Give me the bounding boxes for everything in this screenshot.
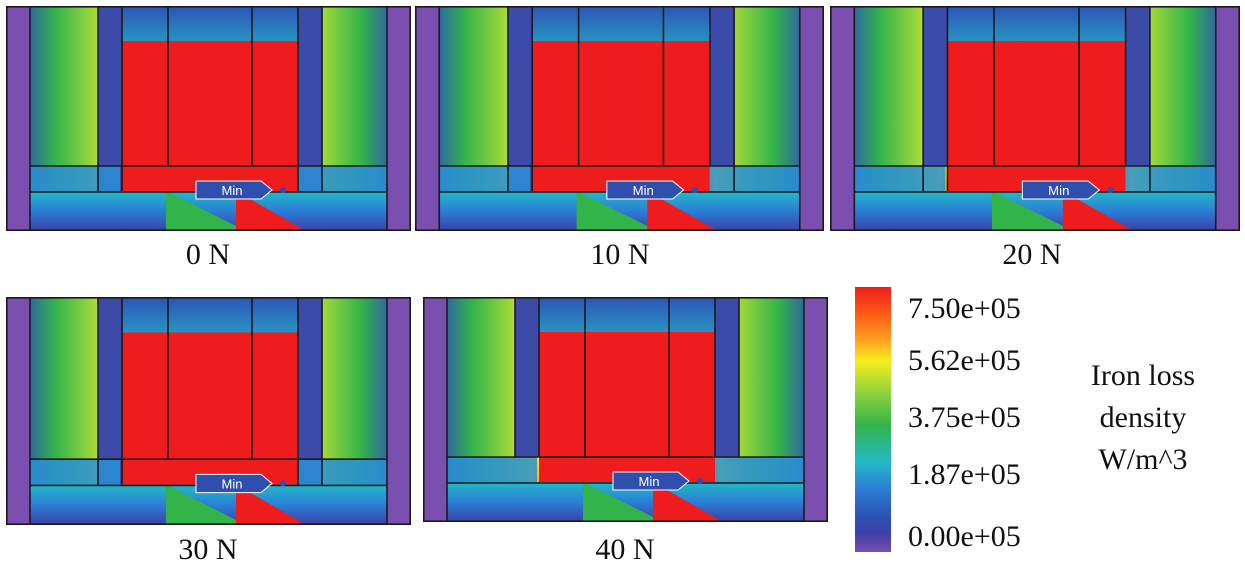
legend-tick-4: 1.87e+05: [908, 458, 1021, 491]
legend-tick-min: 0.00e+05: [908, 520, 1021, 553]
caption-10n: 10 N: [590, 238, 650, 271]
iron-loss-field-10n: Min: [415, 6, 824, 231]
legend-title-line-3: W/m^3: [1098, 443, 1188, 476]
legend-tick-3: 3.75e+05: [908, 401, 1021, 434]
min-marker: Min: [1021, 180, 1114, 200]
panel-20n: Min: [830, 6, 1240, 231]
caption-20n: 20 N: [1002, 238, 1062, 271]
panel-10n: Min: [415, 6, 824, 231]
caption-40n: 40 N: [595, 533, 655, 566]
iron-loss-field-30n: Min: [6, 297, 411, 525]
min-marker-label: Min: [633, 183, 654, 198]
panel-40n: Min: [423, 297, 828, 522]
min-marker-label: Min: [639, 474, 660, 489]
min-marker: Min: [606, 180, 698, 200]
min-marker: Min: [195, 180, 286, 200]
legend-tick-max: 7.50e+05: [908, 292, 1021, 325]
color-scale-bar: [855, 287, 891, 552]
min-marker-label: Min: [222, 476, 243, 491]
caption-0n: 0 N: [185, 238, 231, 271]
min-marker: Min: [195, 473, 286, 494]
min-marker-label: Min: [222, 183, 243, 198]
min-marker: Min: [612, 471, 703, 491]
iron-loss-field-0n: Min: [6, 6, 411, 231]
legend-title-line-1: Iron loss: [1090, 359, 1196, 392]
iron-loss-field-20n: Min: [830, 6, 1240, 231]
panel-30n: Min: [6, 297, 411, 525]
legend-tick-2: 5.62e+05: [908, 344, 1021, 377]
caption-30n: 30 N: [178, 533, 238, 566]
legend-title-line-2: density: [1099, 401, 1187, 434]
iron-loss-field-40n: Min: [423, 297, 828, 522]
panel-0n: Min: [6, 6, 411, 231]
min-marker-label: Min: [1048, 183, 1069, 198]
